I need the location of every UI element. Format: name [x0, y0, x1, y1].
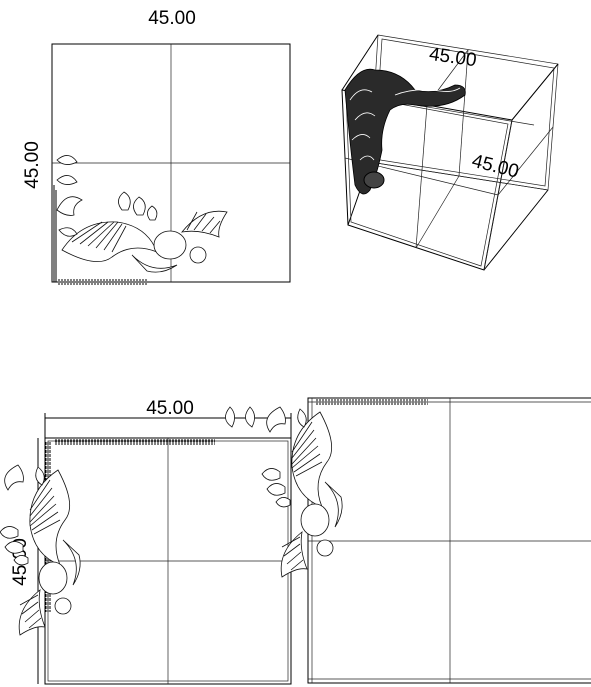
frame-outline — [307, 397, 591, 684]
dimension-label-top: 45.00 — [146, 398, 194, 419]
dimension-label-top: 45.00 — [148, 8, 196, 29]
view-top-left: 45.00 45.00 — [22, 8, 291, 285]
hatch-edge-icon — [45, 439, 215, 612]
view-bottom-left: 45.00 45.00 — [0, 398, 292, 685]
hatch-edge-icon — [316, 399, 428, 405]
dimension-label-3d-top: 45.00 — [428, 44, 478, 71]
ornamental-carving-3d-icon — [344, 68, 466, 195]
view-bottom-right — [225, 397, 591, 684]
dimension-label-left: 45.00 — [22, 141, 43, 189]
ornamental-carving-icon — [56, 155, 228, 273]
view-3d: 45.00 45.00 — [341, 34, 559, 271]
ornamental-carving-icon — [0, 464, 81, 636]
ornamental-carving-icon — [225, 406, 343, 578]
hatch-edge-icon — [51, 185, 148, 285]
